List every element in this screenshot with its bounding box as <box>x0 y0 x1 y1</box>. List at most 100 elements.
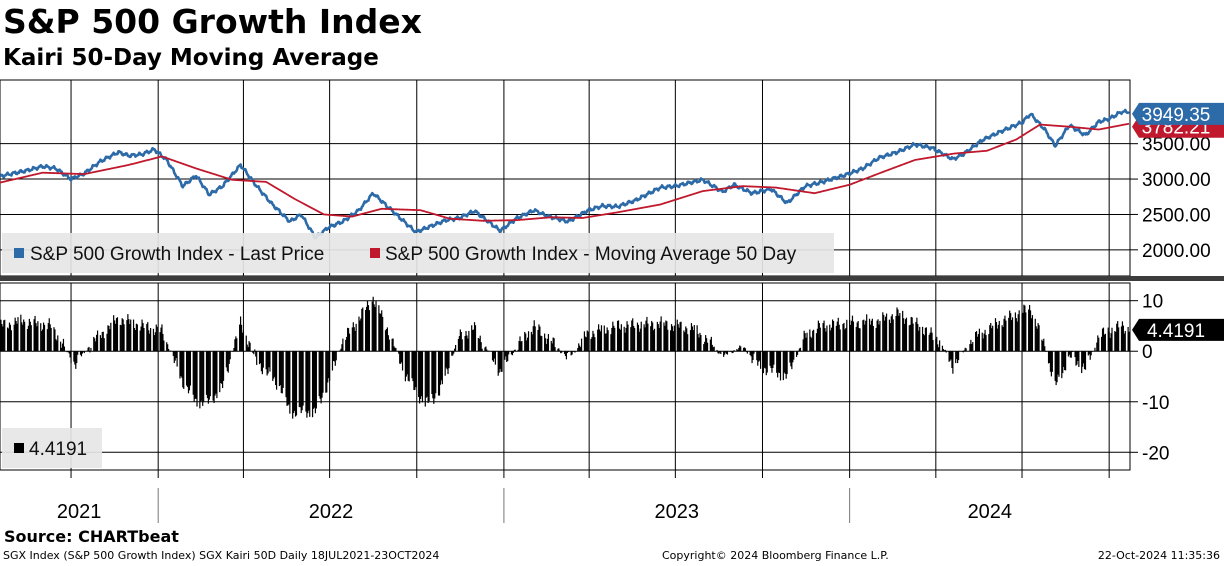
kairi-bar <box>696 325 698 352</box>
kairi-bar <box>923 335 926 352</box>
kairi-bar <box>1075 351 1077 366</box>
kairi-bar <box>605 333 607 352</box>
kairi-bar <box>172 351 174 357</box>
kairi-bar <box>941 345 944 352</box>
kairi-bar <box>408 351 410 382</box>
kairi-bar <box>419 351 422 399</box>
kairi-bar <box>737 349 739 352</box>
kairi-bar <box>236 338 238 352</box>
series-description: SGX Index (S&P 500 Growth Index) SGX Kai… <box>3 549 440 562</box>
kairi-bar <box>448 351 450 369</box>
kairi-bar <box>699 332 701 352</box>
kairi-bar <box>1004 315 1006 352</box>
kairi-bar <box>1061 351 1063 379</box>
kairi-bar <box>896 307 898 352</box>
kairi-bar <box>709 339 711 352</box>
kairi-bar <box>1 324 3 352</box>
kairi-bar <box>216 351 218 399</box>
kairi-bar <box>420 351 423 397</box>
kairi-panel <box>0 282 1131 471</box>
kairi-bar <box>60 341 62 352</box>
kairi-bar <box>511 351 514 356</box>
kairi-bar <box>340 348 342 352</box>
kairi-bar <box>1044 346 1046 352</box>
kairi-bar <box>899 313 901 352</box>
kairi-bar <box>325 351 327 393</box>
kairi-bar <box>777 351 780 373</box>
kairi-bar <box>56 340 58 352</box>
kairi-bar <box>789 351 791 363</box>
kairi-bar <box>335 351 337 361</box>
kairi-bar <box>646 316 648 352</box>
kairi-bar <box>545 344 548 352</box>
kairi-bar <box>618 328 621 352</box>
kairi-bar <box>2 326 4 352</box>
kairi-bar <box>918 330 920 352</box>
kairi-bar <box>114 320 116 352</box>
kairi-bar <box>15 320 17 352</box>
kairi-bar <box>385 328 388 352</box>
kairi-bar <box>645 320 647 352</box>
kairi-bar <box>62 338 65 352</box>
kairi-bar <box>107 325 109 352</box>
kairi-bar <box>1064 351 1066 371</box>
price-last-value-tag-box <box>1132 102 1224 125</box>
kairi-bar <box>167 344 169 352</box>
kairi-bar <box>452 351 454 356</box>
kairi-bar <box>320 351 322 404</box>
kairi-bar <box>527 331 530 352</box>
kairi-bar <box>129 324 131 352</box>
kairi-bar <box>856 322 858 352</box>
kairi-bar <box>123 324 125 352</box>
kairi-bar <box>221 351 224 389</box>
kairi-bar <box>865 320 867 352</box>
kairi-bar <box>992 325 994 352</box>
kairi-bar <box>219 351 221 393</box>
moving-average-line <box>0 122 1130 222</box>
kairi-bar <box>501 351 503 372</box>
kairi-bar <box>96 330 99 352</box>
kairi-bar <box>803 330 805 352</box>
kairi-bar <box>610 334 612 352</box>
kairi-bar <box>201 351 203 401</box>
kairi-bar <box>969 344 971 352</box>
kairi-bar <box>431 351 433 395</box>
kairi-bar <box>1014 312 1016 352</box>
kairi-bar <box>302 351 304 406</box>
kairi-bar <box>593 333 595 352</box>
kairi-bar <box>102 331 104 352</box>
kairi-bar <box>882 312 884 352</box>
kairi-bar <box>1011 320 1013 352</box>
kairi-bar <box>878 324 880 352</box>
kairi-bar <box>639 328 641 352</box>
panel-divider[interactable] <box>0 276 1224 281</box>
kairi-bar <box>153 335 155 352</box>
kairi-bar <box>723 351 725 357</box>
kairi-bar <box>743 347 746 352</box>
kairi-bar <box>1081 351 1083 374</box>
kairi-bar <box>1017 314 1019 352</box>
kairi-bar <box>205 351 208 395</box>
kairi-bar <box>793 351 795 360</box>
kairi-bar <box>34 315 36 352</box>
kairi-bar <box>630 327 632 352</box>
kairi-bar <box>100 337 102 352</box>
kairi-bar <box>846 319 848 352</box>
kairi-bar <box>260 351 263 372</box>
kairi-bar <box>1104 333 1106 352</box>
kairi-bar <box>805 337 807 352</box>
kairi-bar <box>943 350 945 352</box>
kairi-bar <box>619 329 622 352</box>
kairi-bar <box>989 325 991 352</box>
kairi-bar <box>942 349 945 352</box>
kairi-bar <box>862 320 864 352</box>
kairi-bar <box>985 335 987 352</box>
kairi-bar <box>677 324 679 352</box>
kairi-bar <box>623 326 625 352</box>
kairi-bar <box>372 296 374 352</box>
kairi-bar <box>16 323 18 352</box>
kairi-bar <box>606 327 608 352</box>
kairi-bar <box>962 351 964 353</box>
kairi-bar <box>693 325 695 352</box>
